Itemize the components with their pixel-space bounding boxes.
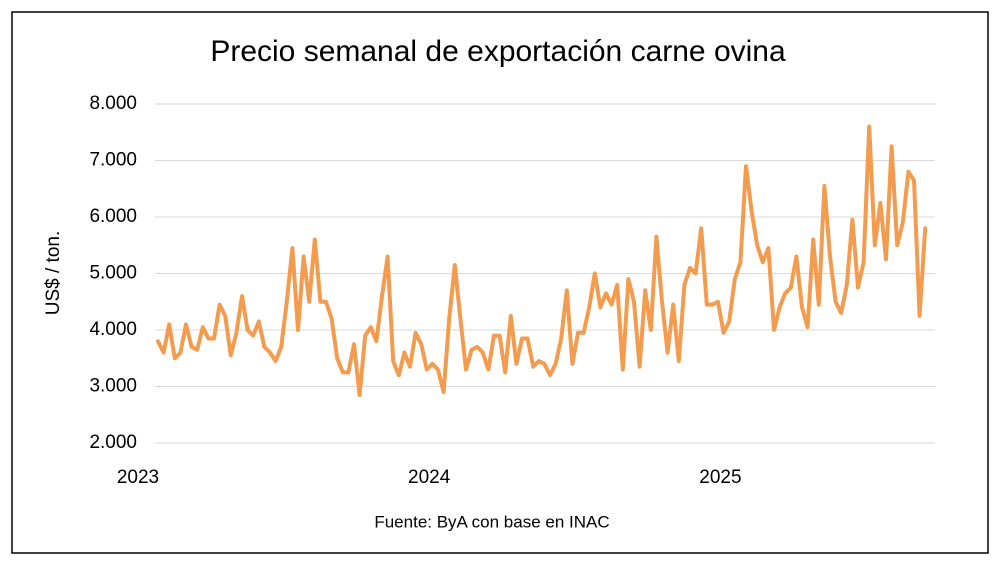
y-tick-label: 7.000	[89, 150, 137, 171]
y-tick-label: 8.000	[89, 93, 137, 114]
y-tick-label: 2.000	[89, 432, 137, 453]
price-line	[156, 124, 928, 397]
y-tick-label: 5.000	[89, 263, 137, 284]
x-tick-label: 2023	[117, 467, 159, 488]
y-tick-label: 6.000	[89, 206, 137, 227]
source-note: Fuente: ByA con base en INAC	[374, 512, 609, 531]
x-tick-label: 2025	[699, 467, 741, 488]
y-tick-label: 3.000	[89, 376, 137, 397]
y-axis-label: US$ / ton.	[43, 231, 64, 316]
frame	[11, 11, 989, 554]
x-tick-label: 2024	[408, 467, 451, 488]
chart-title: Precio semanal de exportación carne ovin…	[210, 35, 786, 68]
y-tick-label: 4.000	[89, 319, 137, 340]
